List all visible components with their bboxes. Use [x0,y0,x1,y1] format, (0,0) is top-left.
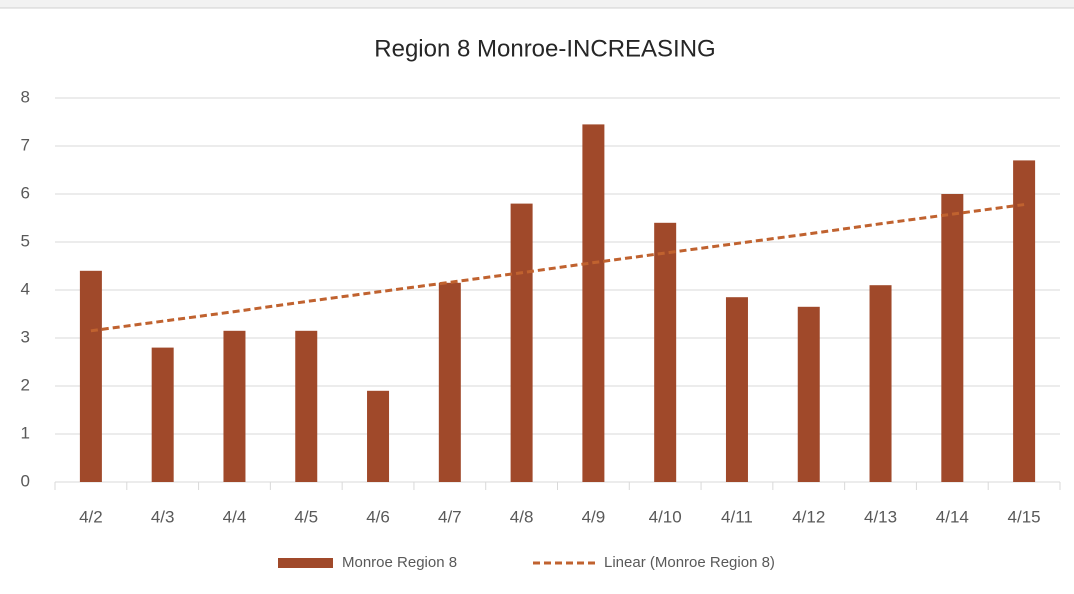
legend-label: Monroe Region 8 [342,554,457,571]
bar [151,347,174,482]
bar [725,297,748,482]
x-tick-label: 4/14 [936,507,969,526]
x-tick-label: 4/13 [864,507,897,526]
bar [295,330,318,482]
bar [582,124,605,483]
x-tick-label: 4/4 [223,507,247,526]
x-tick-label: 4/5 [294,507,318,526]
x-tick-label: 4/8 [510,507,534,526]
bar [869,285,892,482]
bar [654,222,677,483]
x-tick-label: 4/10 [649,507,682,526]
y-tick-label: 6 [21,183,30,202]
bar [223,330,246,482]
x-tick-label: 4/15 [1008,507,1041,526]
legend-swatch [278,558,333,568]
x-tick-label: 4/9 [582,507,606,526]
x-tick-label: 4/11 [721,507,753,526]
legend-label: Linear (Monroe Region 8) [604,554,775,571]
x-tick-label: 4/12 [792,507,825,526]
y-tick-label: 3 [21,327,30,346]
bar [797,306,820,482]
y-tick-label: 4 [21,279,30,298]
x-tick-label: 4/3 [151,507,175,526]
sheet-strip [0,0,1074,8]
x-tick-label: 4/7 [438,507,462,526]
trend-line [90,203,1025,333]
y-tick-label: 2 [21,375,30,394]
y-tick-label: 7 [21,135,30,154]
y-tick-label: 8 [21,87,30,106]
chart-title: Region 8 Monroe-INCREASING [374,35,715,62]
bar [941,194,964,482]
y-tick-label: 5 [21,231,30,250]
x-tick-label: 4/2 [79,507,103,526]
y-tick-label: 1 [21,423,30,442]
bar [367,390,390,482]
x-tick-label: 4/6 [366,507,390,526]
bar [1013,160,1036,482]
y-tick-label: 0 [21,471,30,490]
bar [438,282,461,482]
bar [510,203,533,482]
bar [79,270,102,482]
